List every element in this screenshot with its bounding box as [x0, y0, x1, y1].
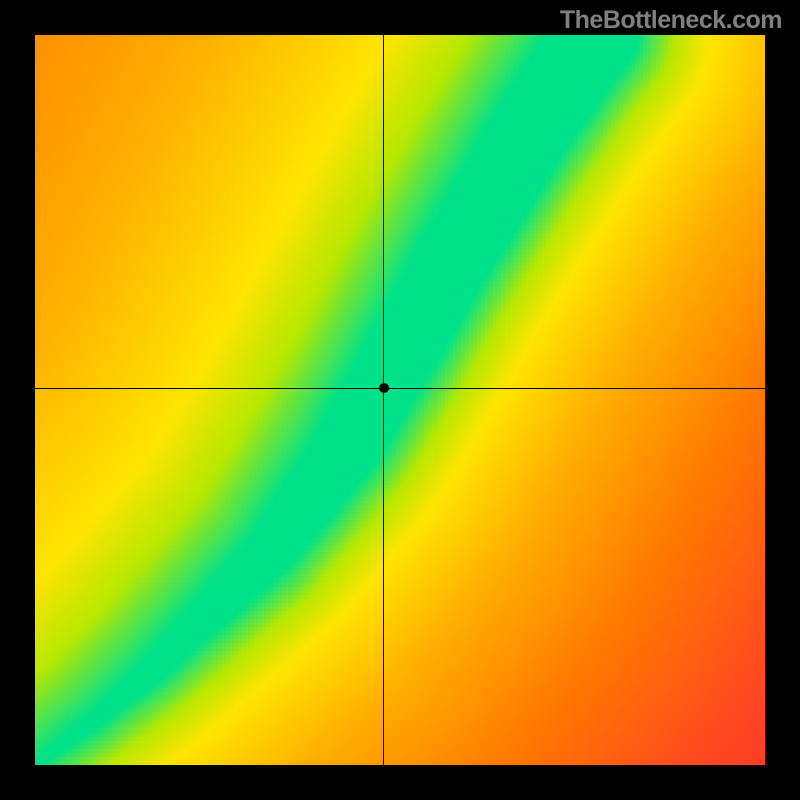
crosshair-vertical [383, 35, 384, 765]
heatmap-canvas [35, 35, 765, 765]
watermark-text: TheBottleneck.com [560, 6, 782, 35]
heatmap-plot [35, 35, 765, 765]
crosshair-horizontal [35, 388, 765, 389]
crosshair-marker [379, 383, 389, 393]
